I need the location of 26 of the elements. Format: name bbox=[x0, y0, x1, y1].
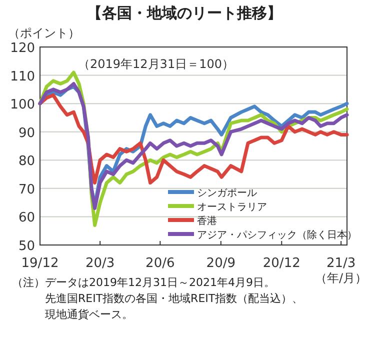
legend-label: 香港 bbox=[197, 215, 217, 227]
legend-label: アジア・パシフィック（除く日本） bbox=[197, 229, 357, 241]
y-tick-label: 120 bbox=[10, 41, 35, 56]
y-tick-label: 90 bbox=[18, 126, 35, 141]
chart-title: 【各国・地域のリート推移】 bbox=[87, 4, 282, 22]
text: 先進国REIT指数の各国・地域REIT指数（配当込）、 bbox=[45, 292, 304, 305]
x-tick-label: 20/3 bbox=[85, 256, 115, 271]
y-tick-label: 80 bbox=[18, 154, 35, 170]
y-tick-label: 110 bbox=[10, 69, 35, 84]
legend-label: オーストラリア bbox=[197, 202, 267, 213]
annotation: （2019年12月31日＝100） bbox=[78, 57, 234, 71]
y-tick-label: 60 bbox=[18, 210, 35, 226]
x-tick-label: 20/6 bbox=[146, 256, 175, 271]
line-series bbox=[38, 93, 349, 185]
y-tick-label: 50 bbox=[18, 239, 35, 254]
y-axis-title: （ポイント） bbox=[8, 26, 80, 40]
y-tick-label: 70 bbox=[18, 182, 35, 198]
legend-label: シンガポール bbox=[197, 188, 257, 199]
x-tick-label: 21/3 bbox=[326, 256, 356, 271]
x-tick-label: 20/9 bbox=[206, 256, 236, 271]
x-tick-label: 19/12 bbox=[21, 256, 59, 271]
y-tick-label: 100 bbox=[10, 98, 35, 113]
text: （注）データは2019年12月31日～2021年4月9日。 bbox=[12, 276, 275, 289]
x-tick-label: 20/12 bbox=[262, 256, 300, 271]
x-axis-title: （年/月） bbox=[314, 271, 367, 285]
text: 現地通貨ベース。 bbox=[45, 308, 133, 321]
